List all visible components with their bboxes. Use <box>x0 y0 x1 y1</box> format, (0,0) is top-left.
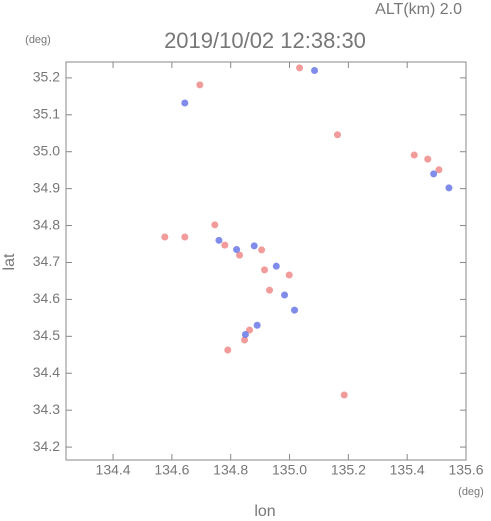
echo-point <box>445 184 453 192</box>
echo-point <box>236 251 244 259</box>
chart-title: 2019/10/02 12:38:30 <box>164 28 366 53</box>
echo-point <box>211 221 219 229</box>
echo-point <box>196 81 204 89</box>
echo-point <box>340 391 348 399</box>
echo-point <box>250 242 258 250</box>
echo-point <box>281 291 289 299</box>
x-tick-label: 134.6 <box>154 462 189 478</box>
y-tick-label: 34.8 <box>33 216 60 232</box>
y-tick-label: 34.4 <box>33 364 60 380</box>
echo-point <box>181 233 189 241</box>
echo-point <box>430 170 438 178</box>
echo-point <box>311 66 319 74</box>
y-tick-label: 35.1 <box>33 105 60 121</box>
echo-point <box>215 236 223 244</box>
echo-point <box>221 241 229 249</box>
y-tick-label: 35.0 <box>33 142 60 158</box>
y-tick-label: 34.2 <box>33 438 60 454</box>
x-axis-label: lon <box>254 503 275 520</box>
x-unit: (deg) <box>458 486 484 498</box>
echo-point <box>258 246 266 254</box>
chart-subtitle: ALT(km) 2.0 <box>375 1 462 18</box>
echo-point <box>224 346 232 354</box>
echo-point <box>261 266 269 274</box>
echo-point <box>410 151 418 159</box>
y-axis-label: lat <box>1 253 18 270</box>
y-tick-label: 34.9 <box>33 179 60 195</box>
x-tick-label: 135.6 <box>448 462 483 478</box>
echo-point <box>181 99 189 107</box>
echo-point <box>291 306 299 314</box>
echo-point <box>253 321 261 329</box>
echo-point <box>233 246 241 254</box>
x-tick-label: 135.2 <box>331 462 366 478</box>
echo-point <box>333 131 341 139</box>
y-tick-label: 34.5 <box>33 327 60 343</box>
echo-point <box>161 233 169 241</box>
echo-point <box>241 330 249 338</box>
echo-point <box>424 155 432 163</box>
x-tick-label: 134.4 <box>96 462 131 478</box>
echo-point <box>241 336 249 344</box>
y-tick-label: 35.2 <box>33 69 60 85</box>
x-tick-label: 134.8 <box>213 462 248 478</box>
y-tick-label: 34.6 <box>33 290 60 306</box>
echo-point <box>296 64 304 72</box>
y-tick-label: 34.3 <box>33 401 60 417</box>
echo-point <box>246 326 254 334</box>
x-tick-label: 135.0 <box>272 462 307 478</box>
y-unit: (deg) <box>25 34 51 46</box>
echo-point <box>272 262 280 270</box>
echo-point <box>266 286 274 294</box>
x-tick-label: 135.4 <box>390 462 425 478</box>
echo-point <box>435 166 443 174</box>
echo-point <box>285 271 293 279</box>
y-tick-label: 34.7 <box>33 253 60 269</box>
plot-frame <box>65 61 467 461</box>
